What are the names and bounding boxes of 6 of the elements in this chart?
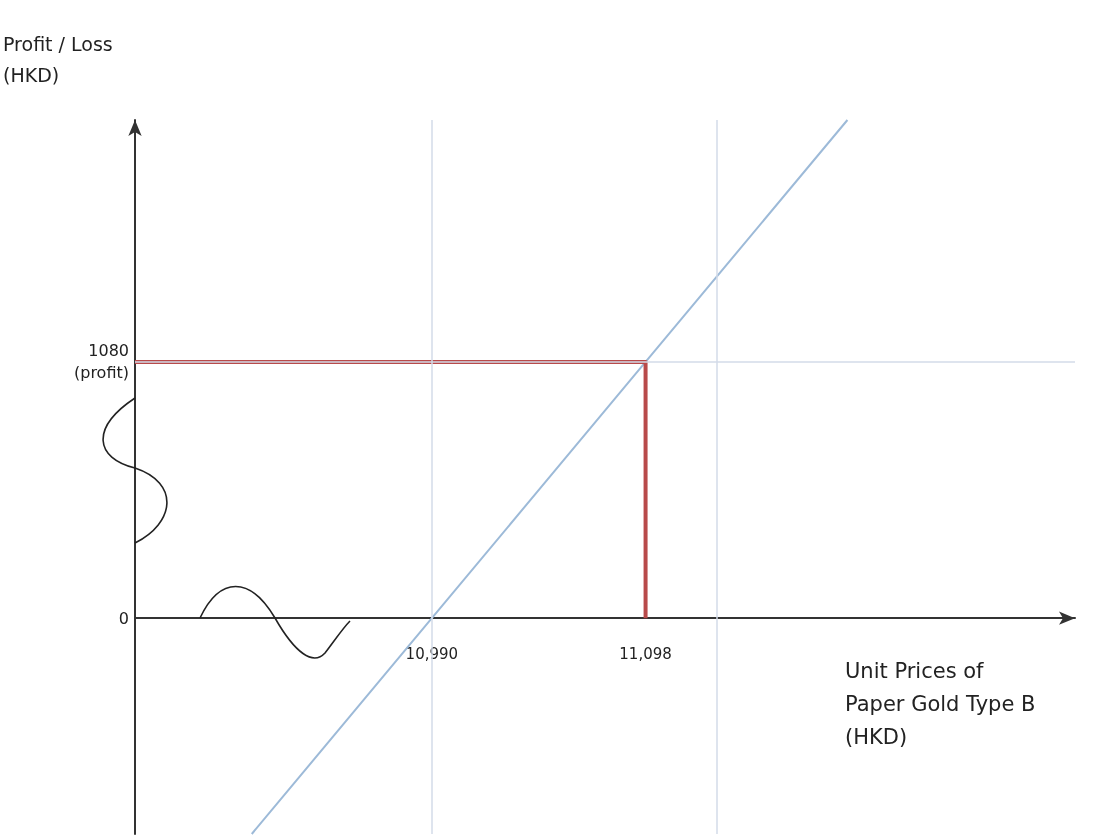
y-tick-label: 0 [118, 608, 129, 628]
x-axis-title: Unit Prices of Paper Gold Type B (HKD) [845, 658, 1036, 749]
x-tick-label: 11,098 [619, 644, 672, 663]
y-axis-title: Profit / Loss (HKD) [3, 32, 113, 86]
y-tick-label: 1080 (profit) [73, 341, 129, 383]
x-tick-label: 10,990 [405, 644, 459, 663]
